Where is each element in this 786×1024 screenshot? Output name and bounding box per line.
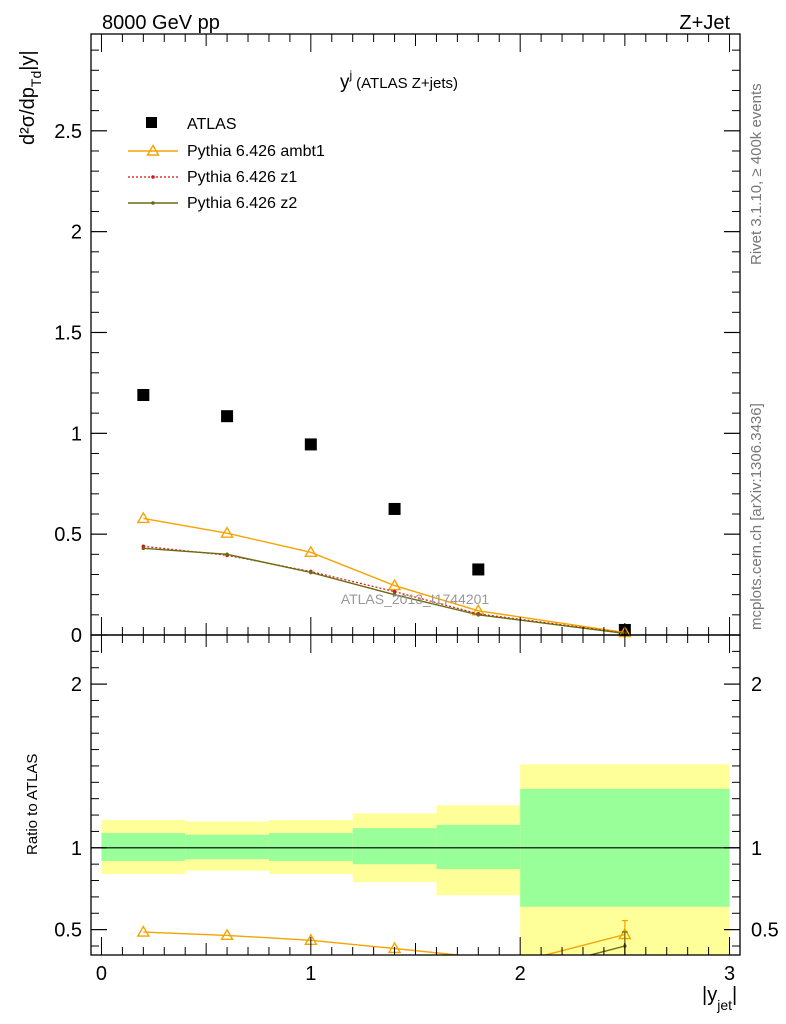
main-y-tick-label: 0 bbox=[71, 625, 82, 647]
main-y-tick-label: 1 bbox=[71, 423, 82, 445]
x-axis-label: |yjet| bbox=[702, 984, 737, 1013]
series-line-ambt1 bbox=[143, 517, 626, 634]
uncertainty-band-inner bbox=[352, 828, 437, 865]
ratio-marker-ambt1 bbox=[220, 928, 234, 941]
series-marker-ambt1 bbox=[304, 545, 318, 558]
ratio-y-tick-label-right: 1 bbox=[751, 838, 762, 860]
series-marker-ambt1 bbox=[387, 578, 402, 591]
atlas-data-point bbox=[388, 502, 401, 515]
legend-marker-z1 bbox=[151, 175, 155, 179]
ratio-panel-ticks: 0.5 0.5 1 1 2 2 0 1 2 3 bbox=[54, 635, 779, 985]
main-y-tick-label: 1.5 bbox=[54, 322, 82, 344]
ratio-y-tick-label-left: 0.5 bbox=[54, 920, 82, 942]
atlas-data-point bbox=[137, 389, 150, 402]
main-y-axis-label: d²σ/dpTd|y| bbox=[17, 50, 44, 145]
x-tick-label: 0 bbox=[96, 963, 107, 985]
legend-marker-z2 bbox=[151, 201, 155, 205]
legend-label-ambt1: Pythia 6.426 ambt1 bbox=[187, 143, 325, 160]
analysis-watermark: ATLAS_2013_I1744201 bbox=[341, 591, 490, 607]
uncertainty-band-inner bbox=[436, 824, 521, 870]
x-tick-label: 2 bbox=[515, 963, 526, 985]
ratio-y-tick-label-left: 2 bbox=[71, 674, 82, 696]
uncertainty-band-inner bbox=[185, 834, 269, 860]
legend-label-z1: Pythia 6.426 z1 bbox=[187, 169, 297, 186]
rivet-label: Rivet 3.1.10, ≥ 400k events bbox=[748, 83, 765, 265]
series-marker-z2 bbox=[225, 552, 229, 557]
ratio-panel-content bbox=[91, 764, 740, 955]
uncertainty-band-inner bbox=[101, 833, 186, 861]
main-y-tick-label: 2 bbox=[71, 222, 82, 244]
ratio-line-ambt1 bbox=[143, 931, 626, 955]
ratio-marker-ambt1 bbox=[136, 925, 151, 937]
main-y-tick-label: 0.5 bbox=[54, 524, 82, 546]
series-marker-z2 bbox=[141, 546, 146, 551]
legend-marker-ambt1 bbox=[146, 144, 160, 156]
series-line-z1 bbox=[143, 545, 625, 634]
legend-label-atlas: ATLAS bbox=[187, 116, 237, 133]
ratio-panel-frame bbox=[90, 634, 741, 956]
ratio-y-tick-label-right: 0.5 bbox=[751, 920, 779, 942]
legend-label-z2: Pythia 6.426 z2 bbox=[187, 195, 297, 212]
chart-title: yj (ATLAS Z+jets) bbox=[340, 68, 458, 93]
main-panel-ticks: 0 0.5 1 1.5 2 2.5 bbox=[54, 34, 740, 647]
series-marker-z2 bbox=[392, 592, 397, 597]
x-tick-label: 1 bbox=[305, 963, 316, 985]
mcplots-label: mcplots.cern.ch [arXiv:1306.3436] bbox=[748, 403, 765, 630]
main-panel-content bbox=[136, 389, 632, 638]
atlas-data-point bbox=[304, 438, 317, 451]
x-tick-label: 3 bbox=[724, 963, 735, 985]
ratio-y-tick-label-left: 1 bbox=[71, 838, 82, 860]
series-marker-ambt1 bbox=[136, 511, 151, 524]
ratio-y-axis-label: Ratio to ATLAS bbox=[24, 754, 41, 855]
series-line-z2 bbox=[143, 547, 625, 635]
legend-marker-atlas bbox=[146, 117, 157, 128]
process-label: Z+Jet bbox=[679, 12, 730, 34]
atlas-data-point bbox=[472, 563, 485, 576]
series-marker-z2 bbox=[309, 570, 313, 575]
legend: ATLAS Pythia 6.426 ambt1 Pythia 6.426 z1… bbox=[128, 116, 325, 212]
main-y-tick-label: 2.5 bbox=[54, 121, 82, 143]
energy-label: 8000 GeV pp bbox=[102, 12, 220, 34]
ratio-y-tick-label-right: 2 bbox=[751, 674, 762, 696]
series-marker-z2 bbox=[476, 613, 481, 617]
uncertainty-band-inner bbox=[268, 833, 353, 861]
ratio-line-z2 bbox=[587, 945, 626, 955]
atlas-data-point bbox=[221, 410, 234, 423]
series-marker-z1 bbox=[392, 589, 397, 594]
series-marker-ambt1 bbox=[220, 526, 234, 538]
